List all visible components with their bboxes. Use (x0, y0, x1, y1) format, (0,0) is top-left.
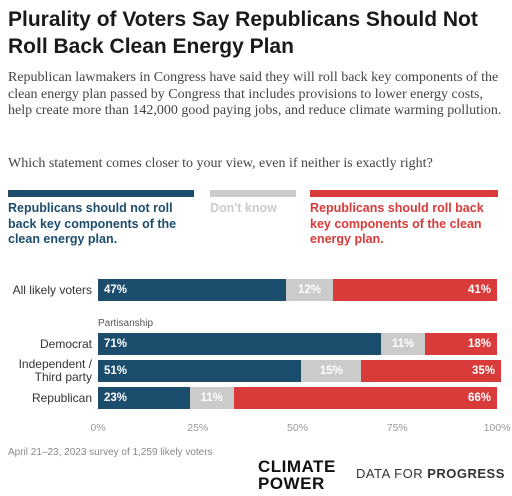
logo: DATA FOR PROGRESS (356, 466, 505, 481)
bar-segment (98, 279, 286, 301)
legend-swatch (210, 190, 296, 197)
bar-segment (361, 360, 501, 382)
bar-segment (98, 387, 190, 409)
value-label: 18% (467, 338, 491, 350)
bar-segment (233, 387, 497, 409)
bar-segment (285, 279, 334, 301)
category-label: Independent / Third party (18, 357, 92, 384)
source-note: April 21–23, 2023 survey of 1,259 likely… (8, 447, 213, 458)
chart-title: Plurality of Voters Say Republicans Shou… (8, 8, 478, 58)
bar-segment (98, 360, 302, 382)
bar-segment (98, 333, 382, 355)
x-tick-label: 50% (286, 422, 309, 434)
group-label: Partisanship (98, 318, 154, 329)
logo-text: DATA FOR (356, 466, 424, 481)
legend-label: Republicans should not roll back key com… (8, 201, 177, 246)
x-tick-label: 0% (90, 422, 106, 434)
value-label: 71% (104, 338, 128, 350)
question: Which statement comes closer to your vie… (8, 156, 433, 171)
value-label: 35% (471, 365, 495, 377)
bar-segment (333, 279, 497, 301)
value-label: 41% (467, 284, 491, 296)
bar-segment (301, 360, 362, 382)
value-label: 11% (200, 392, 223, 404)
value-label: 12% (297, 284, 321, 296)
subtitle: Republican lawmakers in Congress have sa… (8, 70, 502, 118)
bar-segment (425, 333, 497, 355)
legend-swatch (8, 190, 194, 197)
value-label: 15% (319, 365, 343, 377)
logo: CLIMATE POWER (258, 457, 336, 493)
x-tick-label: 75% (386, 422, 408, 434)
category-label: Democrat (39, 336, 92, 351)
category-label: All likely voters (12, 282, 92, 297)
value-label: 47% (104, 284, 128, 296)
legend-label: Republicans should roll back key compone… (310, 201, 484, 246)
legend-label: Don't know (210, 201, 277, 215)
bar-segment (189, 387, 234, 409)
x-tick-label: 25% (187, 422, 209, 434)
logo-text: PROGRESS (427, 466, 505, 481)
legend-swatch (310, 190, 498, 197)
value-label: 11% (392, 338, 415, 350)
bar-segment (381, 333, 426, 355)
x-tick-label: 100% (483, 422, 511, 434)
value-label: 23% (104, 392, 128, 404)
value-label: 66% (467, 392, 491, 404)
value-label: 51% (104, 365, 128, 377)
category-label: Republican (31, 390, 92, 405)
